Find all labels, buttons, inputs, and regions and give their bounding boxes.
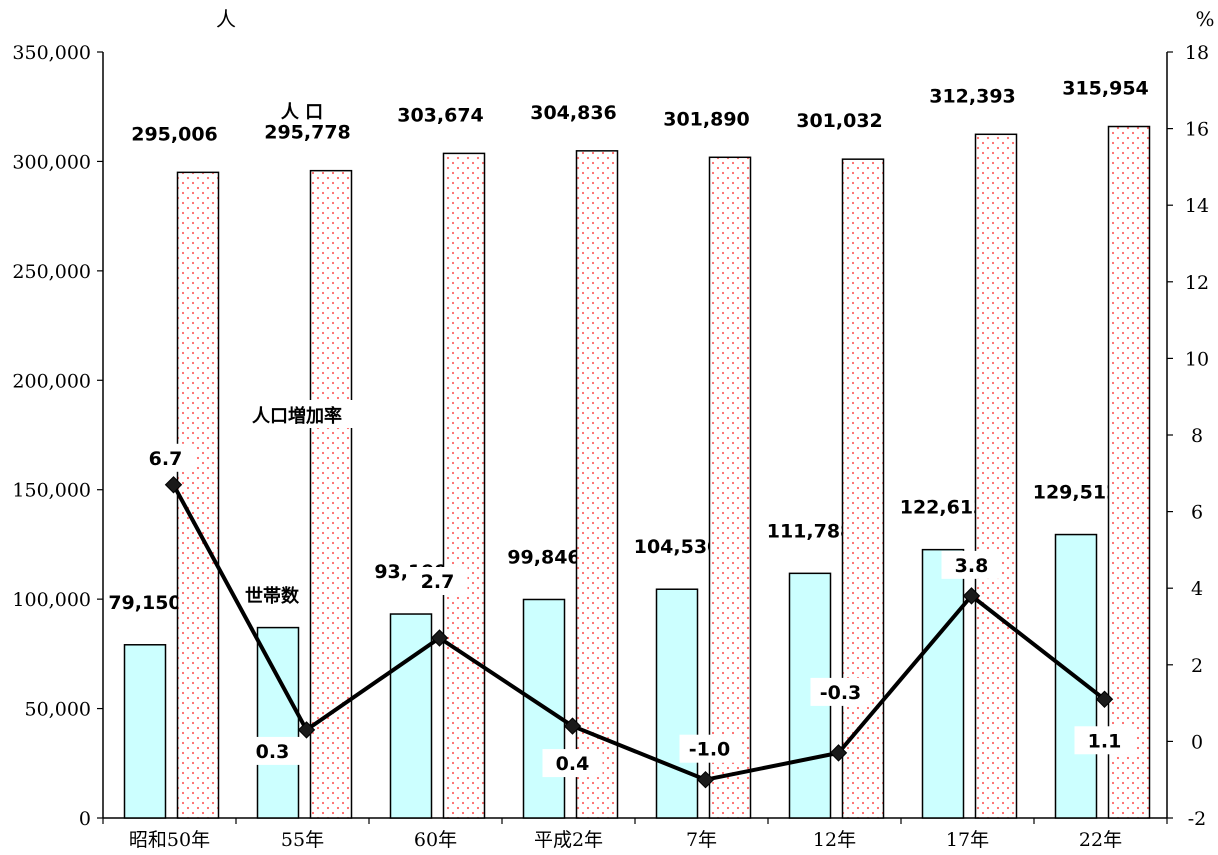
households-data-label-bg [772, 517, 848, 544]
households-bar [389, 613, 433, 819]
population-bar [176, 171, 220, 819]
population-bar [1107, 125, 1151, 819]
left-tick-label: 300,000 [12, 151, 91, 173]
x-tick-label: 55年 [281, 829, 324, 851]
population-bar [442, 152, 486, 819]
right-axis-unit: % [1195, 7, 1214, 31]
right-tick-label: 10 [1185, 348, 1209, 370]
growth-rate-data-label-bg [941, 550, 1002, 579]
growth-rate-data-label: 0.3 [256, 741, 290, 763]
x-tick-label: 12年 [813, 829, 856, 851]
x-tick-label: 平成2年 [534, 829, 603, 851]
households-data-label: 122,613 [900, 497, 987, 519]
growth-rate-data-label: 6.7 [149, 448, 183, 470]
households-data-label-bg [639, 533, 715, 560]
households-bar [921, 548, 965, 819]
x-tick-label: 22年 [1079, 829, 1122, 851]
households-data-label: 79,150 [108, 592, 181, 614]
growth-rate-data-label: 1.1 [1088, 730, 1122, 752]
households-series-label: 世帯数 [245, 585, 300, 607]
left-tick-label: 150,000 [12, 480, 91, 502]
left-tick-label: 350,000 [12, 42, 91, 64]
households-series-label-bg [236, 582, 308, 610]
growth-rate-data-label-bg [1074, 726, 1135, 755]
right-tick-label: 14 [1185, 195, 1209, 217]
right-tick-label: 18 [1185, 42, 1209, 64]
households-data-label-bg [905, 493, 981, 520]
left-tick-label: 250,000 [12, 261, 91, 283]
right-tick-label: 0 [1191, 731, 1203, 753]
plot-area: 0 50,000 100,000 150,000 200,000 250,000 300,0… [12, 42, 1209, 851]
left-tick-label: 200,000 [12, 370, 91, 392]
right-tick-label: 4 [1191, 578, 1203, 600]
right-tick-label: 16 [1185, 119, 1209, 141]
growth-rate-point [297, 721, 316, 739]
growth-rate-data-label: -1.0 [689, 739, 731, 761]
population-series-label: 人 口 [281, 102, 323, 123]
population-data-label: 301,032 [796, 110, 883, 132]
growth-rate-data-label-bg [679, 734, 740, 763]
right-tick-label: 2 [1191, 655, 1203, 677]
growth-rate-point [430, 629, 449, 647]
growth-rate-point [829, 744, 848, 762]
left-tick-label: 100,000 [12, 589, 91, 611]
population-data-label: 295,778 [264, 122, 351, 144]
growth-rate-data-label-bg [242, 736, 303, 765]
households-data-label-bg [506, 543, 582, 570]
right-tick-label: 12 [1185, 272, 1209, 294]
growth-rate-data-label-bg [135, 443, 196, 472]
growth-rate-data-label: -0.3 [820, 682, 862, 704]
population-data-label: 312,393 [929, 85, 1016, 107]
growth-rate-data-label: 3.8 [955, 555, 989, 577]
growth-rate-line [171, 483, 1106, 782]
growth-rate-point [563, 717, 582, 735]
growth-rate-data-label-bg [407, 566, 468, 595]
households-data-label-bg [1038, 478, 1114, 505]
households-data-label: 111,788 [767, 520, 854, 542]
right-tick-label: 8 [1191, 425, 1203, 447]
growth-rate-point [164, 476, 183, 494]
population-data-label: 303,674 [397, 104, 484, 126]
left-axis-unit: 人 [216, 7, 236, 31]
population-bar [575, 150, 619, 819]
x-tick-label: 17年 [946, 829, 989, 851]
population-data-label: 295,006 [131, 123, 218, 145]
x-tick-label: 7年 [686, 829, 717, 851]
growth-rate-data-label-bg [810, 677, 871, 706]
left-tick-label: 0 [79, 808, 91, 830]
growth-rate-point [962, 587, 981, 605]
growth-rate-point [1095, 690, 1114, 708]
right-tick-label: -2 [1188, 808, 1207, 830]
left-tick-label: 50,000 [25, 699, 91, 721]
population-data-label: 315,954 [1062, 78, 1149, 100]
growth-rate-data-label: 2.7 [421, 571, 455, 593]
growth-rate-point [696, 770, 715, 789]
x-tick-label: 昭和50年 [129, 829, 210, 851]
growth-rate-data-label-bg [542, 749, 603, 778]
growth-rate-series-label: 人口増加率 [252, 405, 342, 427]
population-data-label: 301,890 [663, 108, 750, 130]
population-bar [309, 169, 353, 819]
right-tick-label: 6 [1191, 502, 1203, 524]
households-data-label: 104,530 [634, 536, 721, 558]
population-bar [708, 156, 752, 819]
population-bar [841, 158, 885, 819]
households-bar [655, 588, 699, 819]
growth-rate-data-label: 0.4 [556, 753, 590, 775]
growth-rate-series-label-bg [240, 400, 356, 428]
x-tick-label: 60年 [414, 829, 457, 851]
households-data-label-bg [107, 588, 183, 615]
households-data-label: 99,846 [507, 546, 580, 568]
households-data-label: 129,512 [1033, 482, 1120, 504]
population-data-label: 304,836 [530, 102, 617, 124]
households-bar [123, 644, 167, 819]
population-bar [974, 133, 1018, 819]
households-bar [256, 626, 300, 819]
